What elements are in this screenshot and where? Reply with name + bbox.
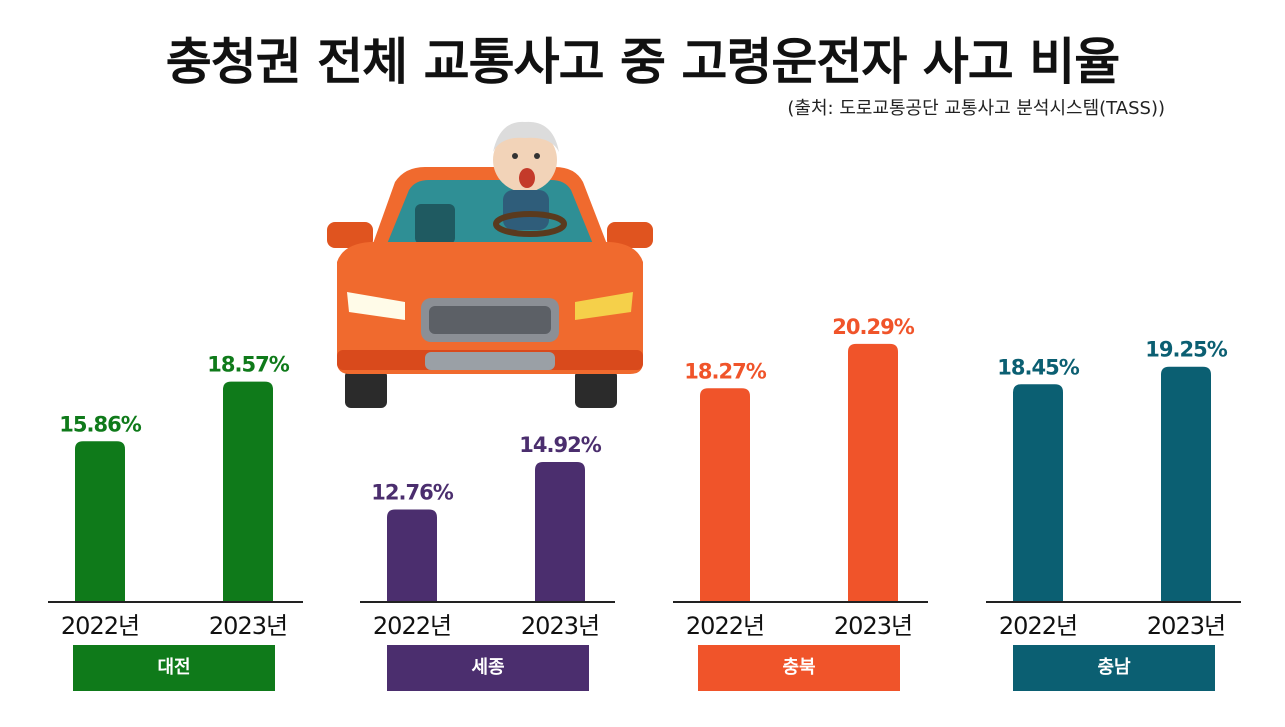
x-tick-label-세종-2022년: 2022년	[373, 612, 451, 640]
chart-title: 충청권 전체 교통사고 중 고령운전자 사고 비율	[165, 33, 1120, 91]
bar-대전-2022년	[75, 441, 125, 601]
x-tick-label-대전-2023년: 2023년	[209, 612, 287, 640]
data-label-충북-2023년: 20.29%	[832, 315, 914, 339]
elderly-driver-car-illustration	[327, 121, 653, 408]
region-label-충북: 충북	[698, 645, 900, 691]
x-tick-label-충남-2023년: 2023년	[1147, 612, 1225, 640]
x-tick-label-세종-2023년: 2023년	[521, 612, 599, 640]
bar-세종-2022년	[387, 509, 437, 601]
x-tick-label-대전-2022년: 2022년	[61, 612, 139, 640]
bar-충남-2022년	[1013, 384, 1063, 601]
x-tick-label-충남-2022년: 2022년	[999, 612, 1077, 640]
data-label-충남-2023년: 19.25%	[1145, 338, 1227, 362]
data-label-대전-2022년: 15.86%	[59, 412, 141, 436]
region-label-대전: 대전	[73, 645, 275, 691]
data-label-충북-2022년: 18.27%	[684, 359, 766, 383]
data-label-세종-2023년: 14.92%	[519, 433, 601, 457]
chart-source: (출처: 도로교통공단 교통사고 분석시스템(TASS))	[787, 98, 1165, 119]
bar-충북-2022년	[700, 388, 750, 601]
region-label-세종: 세종	[387, 645, 589, 691]
bar-세종-2023년	[535, 461, 585, 601]
data-label-대전-2023년: 18.57%	[207, 353, 289, 377]
x-tick-label-충북-2022년: 2022년	[686, 612, 764, 640]
x-tick-label-충북-2023년: 2023년	[834, 612, 912, 640]
data-label-세종-2022년: 12.76%	[371, 480, 453, 504]
bar-충남-2023년	[1161, 366, 1211, 601]
data-label-충남-2022년: 18.45%	[997, 355, 1079, 379]
bar-충북-2023년	[848, 343, 898, 601]
bar-대전-2023년	[223, 381, 273, 601]
region-label-충남: 충남	[1013, 645, 1215, 691]
